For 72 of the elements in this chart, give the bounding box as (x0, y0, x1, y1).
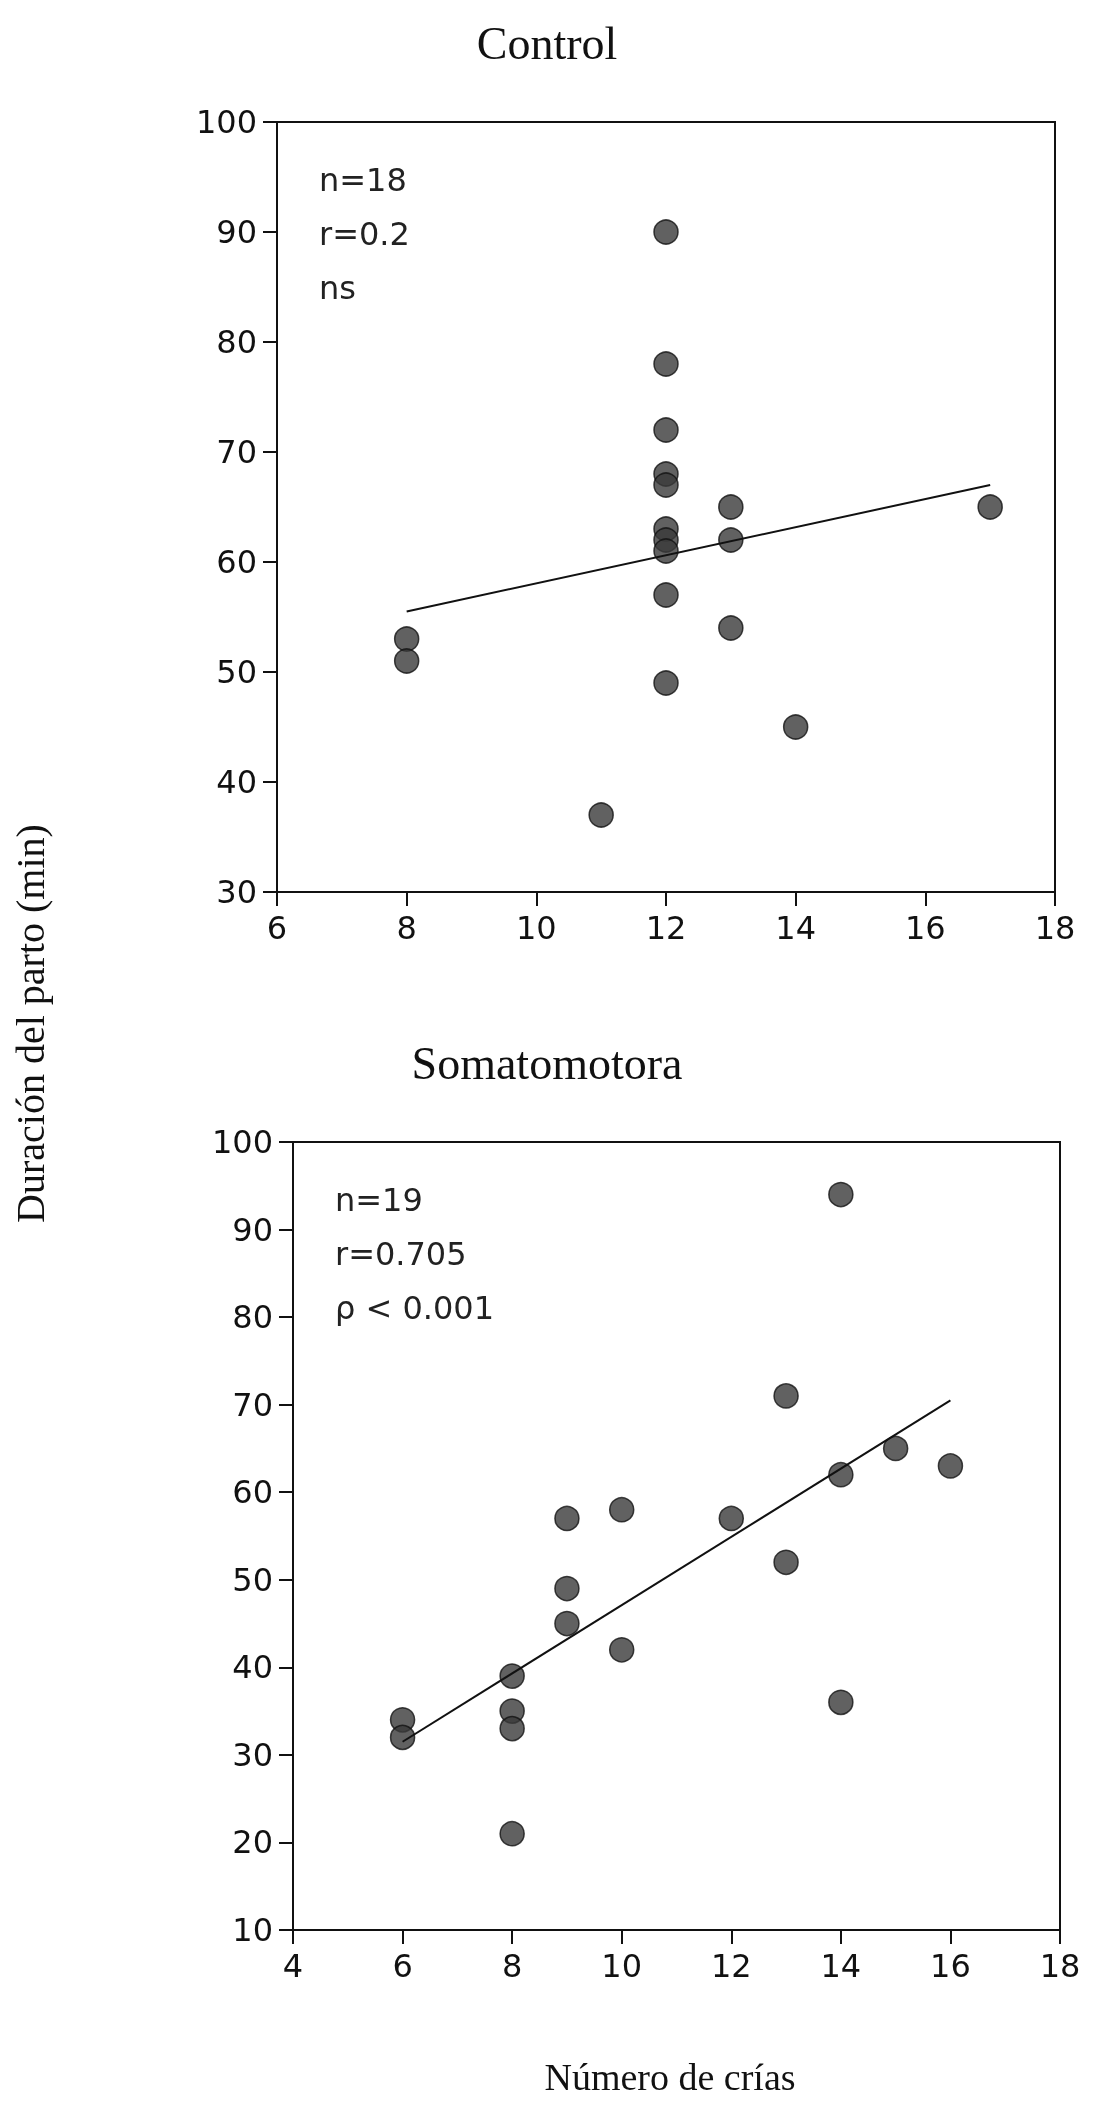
x-tick-label: 18 (1039, 1947, 1081, 1985)
point (937, 1453, 964, 1479)
point (718, 494, 744, 520)
y-tick-label: 10 (232, 1911, 273, 1949)
point (882, 1435, 909, 1462)
point (718, 615, 744, 641)
point (393, 626, 420, 652)
point (393, 648, 420, 674)
point (977, 494, 1003, 520)
point (499, 1715, 525, 1742)
y-tick-label: 60 (232, 1473, 273, 1512)
y-tick-label: 30 (232, 1735, 273, 1774)
y-tick-label: 40 (232, 1648, 273, 1687)
point (773, 1549, 799, 1576)
y-tick-label: 100 (195, 103, 257, 141)
point (499, 1820, 525, 1847)
x-tick-label: 8 (396, 909, 417, 947)
annotation: ns (319, 269, 356, 307)
x-tick-label: 14 (775, 909, 817, 947)
x-tick-label: 12 (645, 909, 687, 947)
point (828, 1689, 854, 1716)
point (773, 1383, 799, 1409)
y-tick-label: 90 (216, 213, 257, 251)
point (588, 802, 614, 828)
point (782, 714, 809, 740)
point (608, 1637, 635, 1663)
x-tick-label: 6 (266, 909, 288, 947)
annotation: n=19 (335, 1181, 423, 1219)
y-tick-label: 20 (232, 1823, 273, 1862)
x-tick-label: 14 (820, 1947, 862, 1985)
annotation: ρ < 0.001 (335, 1289, 495, 1327)
y-tick-label: 70 (216, 433, 257, 471)
annotation: r=0.705 (335, 1235, 467, 1273)
x-tick-label: 10 (601, 1947, 643, 1985)
annotation: n=18 (319, 161, 407, 199)
x-axis-title: Número de crías (543, 2055, 797, 2099)
y-tick-label: 60 (216, 543, 257, 581)
y-axis-title: Duración del parto (min) (6, 823, 54, 1225)
y-tick-label: 100 (211, 1123, 273, 1161)
chart-title: Somatomotora (411, 1037, 683, 1089)
y-tick-label: 40 (216, 763, 257, 801)
point (653, 670, 679, 696)
point (554, 1505, 580, 1532)
y-tick-label: 50 (232, 1560, 273, 1599)
x-tick-label: 10 (515, 909, 557, 947)
chart-title: Control (476, 17, 618, 69)
x-tick-label: 4 (282, 1947, 304, 1985)
point (718, 1505, 745, 1532)
x-tick-label: 18 (1034, 909, 1076, 947)
y-tick-label: 90 (232, 1210, 273, 1249)
y-tick-label: 50 (216, 653, 257, 691)
y-tick-label: 80 (232, 1298, 273, 1337)
point (653, 417, 679, 443)
x-tick-label: 6 (392, 1947, 413, 1985)
point (653, 582, 679, 608)
point (653, 219, 679, 245)
point (828, 1181, 854, 1208)
annotation: r=0.2 (319, 215, 410, 253)
x-tick-label: 16 (904, 909, 946, 947)
x-tick-label: 12 (710, 1947, 752, 1985)
point (554, 1575, 580, 1602)
point (389, 1724, 416, 1751)
x-tick-label: 16 (930, 1947, 971, 1985)
x-tick-label: 8 (501, 1947, 523, 1985)
y-tick-label: 30 (216, 873, 257, 911)
point (828, 1461, 854, 1488)
point (554, 1610, 580, 1637)
y-tick-label: 80 (216, 323, 257, 361)
point (653, 351, 679, 377)
point (608, 1496, 635, 1523)
point (653, 472, 679, 498)
y-tick-label: 70 (232, 1385, 273, 1424)
